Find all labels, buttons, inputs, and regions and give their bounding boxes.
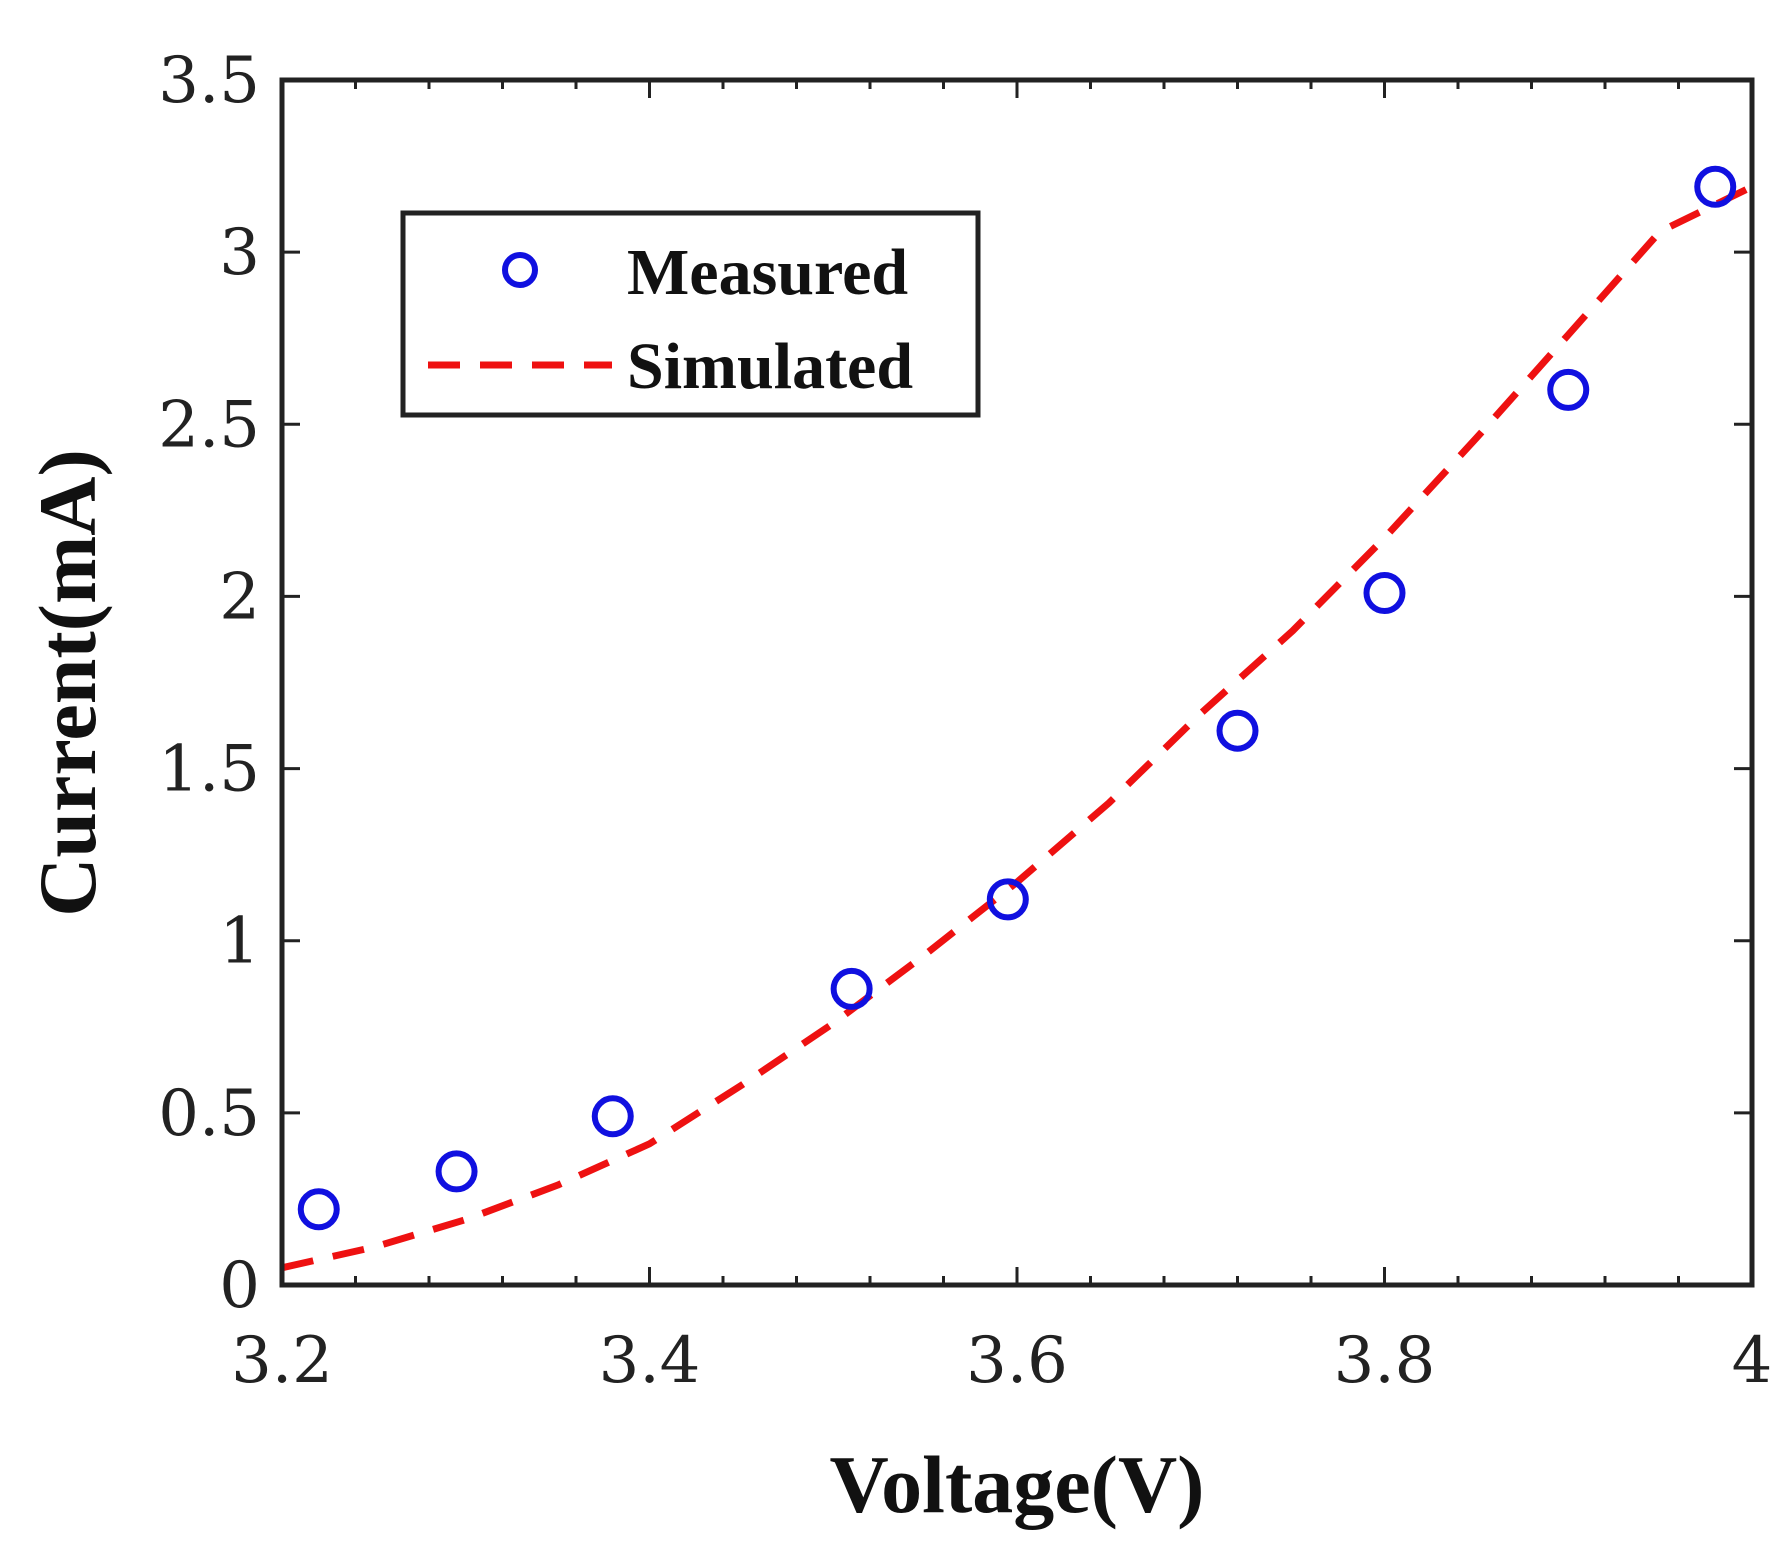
legend-simulated-label: Simulated — [627, 330, 913, 403]
legend-measured-label: Measured — [627, 236, 908, 309]
y-tick-label: 0 — [219, 1249, 260, 1323]
y-tick-label: 2 — [219, 560, 260, 634]
y-tick-label: 0.5 — [158, 1077, 260, 1151]
x-axis-title: Voltage(V) — [829, 1439, 1204, 1530]
y-tick-label: 1.5 — [158, 733, 260, 807]
measured-point — [1363, 571, 1406, 614]
measured-point — [1216, 709, 1259, 752]
plot-frame — [279, 77, 1755, 1288]
y-tick-label: 3.5 — [158, 44, 260, 118]
plot-area — [281, 165, 1754, 1272]
y-tick-label: 2.5 — [158, 388, 260, 462]
x-tick-label: 3.8 — [1334, 1324, 1436, 1398]
y-tick-label: 1 — [219, 905, 260, 979]
measured-point — [297, 1188, 340, 1231]
x-tick-label: 3.4 — [599, 1324, 701, 1398]
y-axis-title: Current(mA) — [22, 449, 113, 917]
x-tick-label: 3.6 — [966, 1324, 1068, 1398]
measured-point — [591, 1095, 634, 1138]
measured-point — [1694, 165, 1737, 208]
measured-point — [435, 1150, 478, 1193]
x-tick-label: 4 — [1732, 1324, 1773, 1398]
measured-point — [830, 967, 873, 1010]
x-tick-label: 3.2 — [231, 1324, 333, 1398]
measured-point — [986, 878, 1029, 921]
measured-point — [1547, 368, 1590, 411]
legend-measured-marker — [502, 252, 538, 288]
legend: Measured Simulated — [400, 210, 981, 418]
y-tick-label: 3 — [219, 216, 260, 290]
legend-box — [400, 210, 981, 418]
axis-ticks: 3.2 3.4 3.6 3.8 4 0 0.5 1 1.5 2 2.5 3 3.5 — [158, 44, 1772, 1398]
